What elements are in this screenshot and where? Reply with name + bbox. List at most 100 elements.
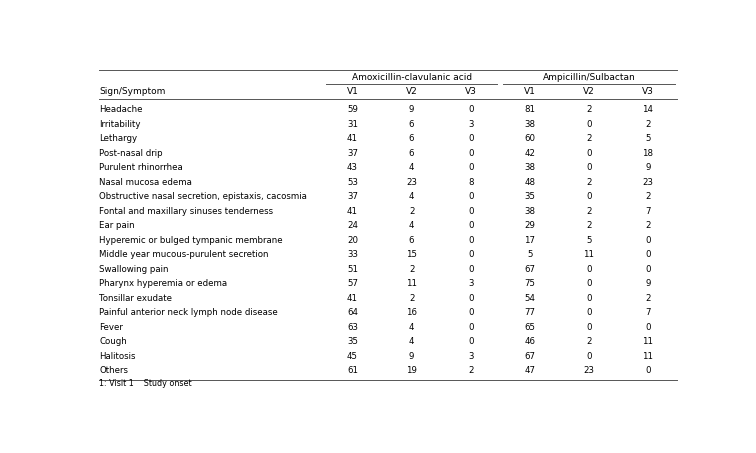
Text: 47: 47: [524, 366, 535, 375]
Text: 60: 60: [524, 134, 535, 143]
Text: 2: 2: [409, 294, 414, 303]
Text: 2: 2: [645, 294, 651, 303]
Text: 33: 33: [347, 250, 358, 259]
Text: 0: 0: [468, 105, 473, 114]
Text: V3: V3: [642, 87, 654, 96]
Text: 46: 46: [524, 337, 535, 346]
Text: 15: 15: [406, 250, 417, 259]
Text: Pharynx hyperemia or edema: Pharynx hyperemia or edema: [99, 280, 228, 288]
Text: 67: 67: [524, 352, 535, 361]
Text: 53: 53: [347, 178, 358, 187]
Text: 41: 41: [347, 294, 358, 303]
Text: Hyperemic or bulged tympanic membrane: Hyperemic or bulged tympanic membrane: [99, 236, 283, 245]
Text: 20: 20: [347, 236, 358, 245]
Text: 7: 7: [645, 207, 651, 216]
Text: 63: 63: [347, 323, 358, 332]
Text: 64: 64: [347, 308, 358, 317]
Text: Headache: Headache: [99, 105, 143, 114]
Text: Ampicillin/Sulbactan: Ampicillin/Sulbactan: [543, 72, 635, 82]
Text: Swallowing pain: Swallowing pain: [99, 265, 169, 274]
Text: Lethargy: Lethargy: [99, 134, 138, 143]
Text: 2: 2: [586, 105, 592, 114]
Text: 11: 11: [584, 250, 594, 259]
Text: 61: 61: [347, 366, 358, 375]
Text: 2: 2: [586, 221, 592, 230]
Text: 6: 6: [409, 120, 414, 129]
Text: Fever: Fever: [99, 323, 123, 332]
Text: 2: 2: [409, 207, 414, 216]
Text: 43: 43: [347, 163, 358, 172]
Text: 23: 23: [584, 366, 594, 375]
Text: Painful anterior neck lymph node disease: Painful anterior neck lymph node disease: [99, 308, 278, 317]
Text: 2: 2: [586, 337, 592, 346]
Text: 5: 5: [645, 134, 651, 143]
Text: 9: 9: [645, 280, 651, 288]
Text: 6: 6: [409, 149, 414, 158]
Text: 0: 0: [468, 192, 473, 201]
Text: 45: 45: [347, 352, 358, 361]
Text: 2: 2: [468, 366, 473, 375]
Text: 6: 6: [409, 236, 414, 245]
Text: 4: 4: [409, 337, 414, 346]
Text: 0: 0: [586, 280, 592, 288]
Text: 0: 0: [468, 236, 473, 245]
Text: Nasal mucosa edema: Nasal mucosa edema: [99, 178, 192, 187]
Text: 0: 0: [468, 323, 473, 332]
Text: 2: 2: [586, 134, 592, 143]
Text: 0: 0: [468, 149, 473, 158]
Text: 5: 5: [586, 236, 592, 245]
Text: 3: 3: [468, 280, 473, 288]
Text: 24: 24: [347, 221, 358, 230]
Text: 0: 0: [586, 308, 592, 317]
Text: 0: 0: [468, 308, 473, 317]
Text: 0: 0: [586, 323, 592, 332]
Text: 77: 77: [524, 308, 535, 317]
Text: 19: 19: [406, 366, 417, 375]
Text: 4: 4: [409, 323, 414, 332]
Text: 2: 2: [645, 221, 651, 230]
Text: Ear pain: Ear pain: [99, 221, 135, 230]
Text: 0: 0: [468, 294, 473, 303]
Text: 4: 4: [409, 163, 414, 172]
Text: 0: 0: [586, 163, 592, 172]
Text: 9: 9: [409, 352, 414, 361]
Text: 7: 7: [645, 308, 651, 317]
Text: 0: 0: [468, 163, 473, 172]
Text: 42: 42: [524, 149, 535, 158]
Text: 0: 0: [586, 120, 592, 129]
Text: 2: 2: [586, 207, 592, 216]
Text: 38: 38: [524, 120, 535, 129]
Text: 17: 17: [524, 236, 535, 245]
Text: V3: V3: [465, 87, 476, 96]
Text: 37: 37: [347, 192, 358, 201]
Text: Obstructive nasal secretion, epistaxis, cacosmia: Obstructive nasal secretion, epistaxis, …: [99, 192, 307, 201]
Text: 48: 48: [524, 178, 535, 187]
Text: 57: 57: [347, 280, 358, 288]
Text: Middle year mucous-purulent secretion: Middle year mucous-purulent secretion: [99, 250, 268, 259]
Text: Amoxicillin-clavulanic acid: Amoxicillin-clavulanic acid: [352, 72, 472, 82]
Text: 18: 18: [643, 149, 653, 158]
Text: 4: 4: [409, 192, 414, 201]
Text: 2: 2: [645, 192, 651, 201]
Text: Post-nasal drip: Post-nasal drip: [99, 149, 163, 158]
Text: 3: 3: [468, 120, 473, 129]
Text: 31: 31: [347, 120, 358, 129]
Text: 0: 0: [586, 265, 592, 274]
Text: 35: 35: [347, 337, 358, 346]
Text: Cough: Cough: [99, 337, 127, 346]
Text: Sign/Symptom: Sign/Symptom: [99, 87, 166, 96]
Text: V1: V1: [346, 87, 358, 96]
Text: 67: 67: [524, 265, 535, 274]
Text: 11: 11: [406, 280, 417, 288]
Text: Purulent rhinorrhea: Purulent rhinorrhea: [99, 163, 183, 172]
Text: 11: 11: [643, 337, 653, 346]
Text: 0: 0: [586, 294, 592, 303]
Text: 2: 2: [645, 120, 651, 129]
Text: 41: 41: [347, 207, 358, 216]
Text: 0: 0: [586, 149, 592, 158]
Text: 1: Visit 1    Study onset: 1: Visit 1 Study onset: [99, 380, 192, 389]
Text: 38: 38: [524, 207, 535, 216]
Text: 0: 0: [468, 250, 473, 259]
Text: 6: 6: [409, 134, 414, 143]
Text: 0: 0: [468, 265, 473, 274]
